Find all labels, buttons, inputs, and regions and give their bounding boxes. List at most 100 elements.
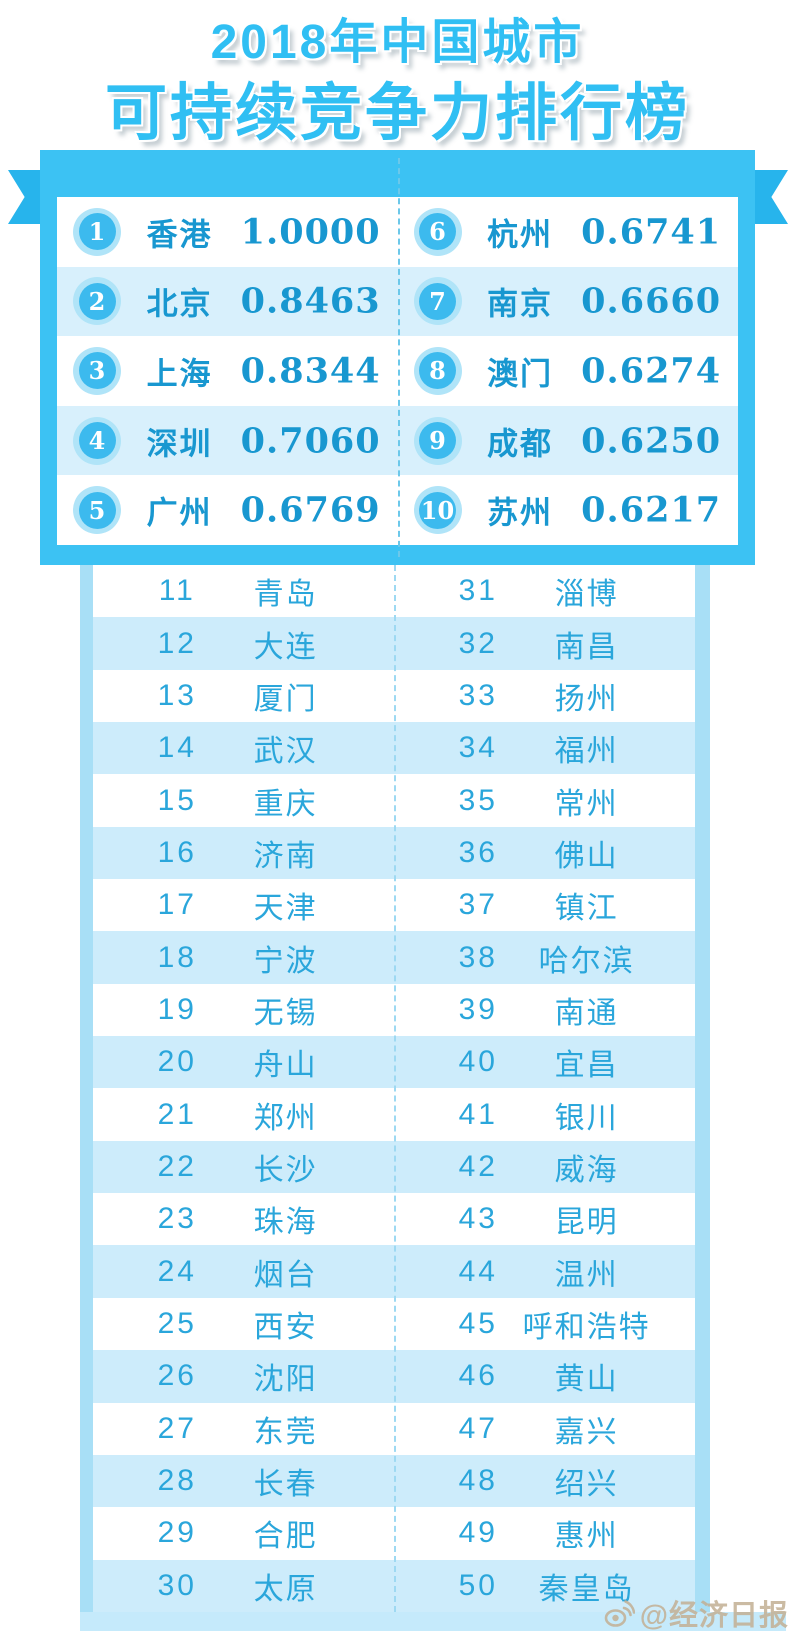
list-entry: 16 济南 [93,827,394,879]
city-name: 舟山 [186,1040,385,1084]
city-score: 0.6217 [575,490,728,531]
list-entry: 24 烟台 [93,1245,394,1297]
city-name: 常州 [487,779,686,823]
top10-entry: 10 苏州 0.6217 [398,475,739,545]
city-name: 深圳 [118,418,241,463]
city-name: 南京 [459,279,582,324]
watermark: @经济日报 [603,1592,789,1634]
list-entry: 19 无锡 [93,984,394,1036]
city-name: 成都 [459,418,582,463]
list-entry: 22 长沙 [93,1141,394,1193]
list-entry: 44 温州 [394,1245,695,1297]
city-score: 0.8463 [234,281,387,322]
list-entry: 21 郑州 [93,1088,394,1140]
top10-entry: 5 广州 0.6769 [57,475,398,545]
top10-entry: 9 成都 0.6250 [398,406,739,476]
city-name: 南昌 [487,622,686,666]
city-name: 济南 [186,831,385,875]
top10-entry: 2 北京 0.8463 [57,267,398,337]
list-entry: 23 珠海 [93,1193,394,1245]
city-name: 广州 [118,488,241,533]
city-name: 扬州 [487,674,686,718]
list-entry: 38 哈尔滨 [394,931,695,983]
list-rows: 11 青岛 31 淄博 12 大连 32 南昌 13 厦门 33 扬州 14 武… [93,565,695,1612]
city-name: 宜昌 [487,1040,686,1084]
city-name: 黄山 [487,1354,686,1398]
city-name: 南通 [487,988,686,1032]
city-name: 青岛 [186,569,385,613]
list-entry: 25 西安 [93,1298,394,1350]
page-title-line2: 可持续竞争力排行榜 [0,62,795,152]
panel-border-left [40,190,57,565]
rank-badge: 2 [73,277,121,325]
list-entry: 14 武汉 [93,722,394,774]
rank-badge: 10 [414,486,462,534]
city-score: 0.6274 [575,350,728,391]
top10-entry: 1 香港 1.0000 [57,197,398,267]
city-score: 0.6660 [575,281,728,322]
city-name: 上海 [118,348,241,393]
rank-badge-number: 8 [419,352,456,389]
city-name: 福州 [487,726,686,770]
city-name: 澳门 [459,348,582,393]
list-sidebar-right [695,565,710,1612]
list-entry: 42 威海 [394,1141,695,1193]
top10-entry: 7 南京 0.6660 [398,267,739,337]
city-name: 香港 [118,209,241,254]
list-entry: 17 天津 [93,879,394,931]
list-entry: 41 银川 [394,1088,695,1140]
city-name: 郑州 [186,1093,385,1137]
rank-badge-number: 3 [79,352,116,389]
list-entry: 34 福州 [394,722,695,774]
list-entry: 20 舟山 [93,1036,394,1088]
list-entry: 33 扬州 [394,670,695,722]
list-entry: 12 大连 [93,617,394,669]
city-name: 佛山 [487,831,686,875]
rank-badge: 1 [73,208,121,256]
city-score: 0.6250 [575,420,728,461]
list-sidebar-left [80,565,93,1612]
city-name: 杭州 [459,209,582,254]
rank-badge-number: 1 [79,213,116,250]
city-name: 沈阳 [186,1354,385,1398]
city-score: 0.6741 [575,211,728,252]
top10-entry: 4 深圳 0.7060 [57,406,398,476]
list-entry: 27 东莞 [93,1403,394,1455]
rank-badge-number: 4 [79,422,116,459]
city-name: 银川 [487,1093,686,1137]
city-name: 镇江 [487,883,686,927]
list-entry: 36 佛山 [394,827,695,879]
city-score: 0.8344 [234,350,387,391]
rank-badge-number: 7 [419,283,456,320]
rank-badge-number: 9 [419,422,456,459]
list-entry: 48 绍兴 [394,1455,695,1507]
list-entry: 13 厦门 [93,670,394,722]
city-name: 厦门 [186,674,385,718]
city-name: 东莞 [186,1407,385,1451]
list-entry: 15 重庆 [93,774,394,826]
list-entry: 31 淄博 [394,565,695,617]
city-score: 1.0000 [234,211,387,252]
list-column-divider [394,565,396,1612]
city-name: 珠海 [186,1197,385,1241]
watermark-handle: @经济日报 [640,1592,789,1634]
city-score: 0.7060 [234,420,387,461]
top10-column-divider [398,158,400,557]
list-entry: 18 宁波 [93,931,394,983]
top10-entry: 8 澳门 0.6274 [398,336,739,406]
city-name: 惠州 [487,1511,686,1555]
list-entry: 43 昆明 [394,1193,695,1245]
rank-badge-number: 6 [419,213,456,250]
city-score: 0.6769 [234,490,387,531]
weibo-icon [603,1598,635,1628]
city-name: 长沙 [186,1145,385,1189]
city-name: 长春 [186,1459,385,1503]
rank-badge-number: 10 [419,492,456,529]
city-name: 宁波 [186,936,385,980]
list-entry: 28 长春 [93,1455,394,1507]
top10-entry: 3 上海 0.8344 [57,336,398,406]
rank-badge: 4 [73,417,121,465]
list-entry: 39 南通 [394,984,695,1036]
city-name: 威海 [487,1145,686,1189]
list-entry: 32 南昌 [394,617,695,669]
